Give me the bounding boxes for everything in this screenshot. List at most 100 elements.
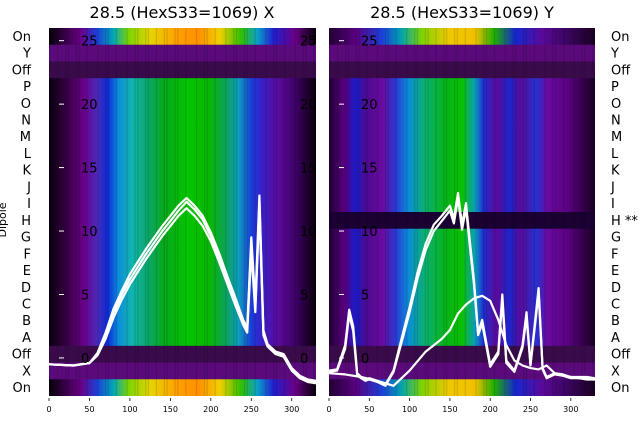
overlay-series-line [49,194,316,382]
heatmap-streak [214,28,216,396]
heatmap-row-off [49,61,316,79]
heatmap-streak [75,28,77,396]
row-label-b: B [22,314,31,329]
heatmap-streak [185,28,187,396]
overlay-tick-label: 20 [361,98,378,113]
row-label-b: B [611,314,620,329]
heatmap-streak [225,28,227,396]
heatmap-streak [376,28,379,396]
row-label-on: On [13,30,31,45]
row-label-e: E [23,264,31,279]
heatmap-streak [347,28,349,396]
heatmap-row-j [329,178,595,196]
overlay-tick-label-right: 0 [300,352,308,367]
row-label-p: P [23,80,31,95]
heatmap-streak [581,28,583,396]
heatmap-row-o [49,94,316,113]
heatmap-streak [414,28,416,396]
heatmap-row-g [329,228,595,247]
heatmap-streak [115,28,117,396]
x-tick-label: 50 [364,405,374,414]
x-tick-label: 300 [563,405,578,414]
heatmap-row-m [49,128,316,146]
row-label-m: M [20,130,31,145]
left-overlay-ticks: 0 5 10 15 20 25 0 5 10 15 20 25 [59,35,317,367]
overlay-tick-label-right: 15 [300,162,317,177]
right-overlay [329,191,595,387]
row-label-x: X [611,364,620,379]
heatmap-row-f [329,245,595,263]
overlay-tick-label: 0 [361,352,369,367]
heatmap-streak [145,28,147,396]
heatmap-row-b [49,312,316,330]
heatmap-streak [387,28,389,396]
heatmap-row-y [329,44,595,63]
heatmap-streak [147,28,149,396]
heatmap-streak [485,28,488,396]
heatmap-streak [134,28,136,396]
heatmap-streak [243,28,246,396]
overlay-tick-label-right: 10 [300,225,317,240]
heatmap-row-x [49,362,316,380]
overlay-tick-label: 10 [81,225,98,240]
row-label-d: D [21,281,31,296]
heatmap-streak [126,28,128,396]
row-label-d: D [611,281,621,296]
heatmap-streak [137,28,139,396]
x-tick-label: 50 [84,405,94,414]
row-label-off: Off [12,63,32,78]
left-panel-title: 28.5 (HexS33=1069) X [90,3,275,22]
left-heatmap [49,28,316,396]
heatmap-streak [416,28,418,396]
x-tick-label: 300 [284,405,299,414]
heatmap-streak [512,28,514,396]
heatmap-streak [573,28,575,396]
right-overlay-ticks: 0 5 10 15 20 25 [339,35,378,367]
heatmap-row-p [49,78,316,96]
heatmap-row-a [49,329,316,347]
heatmap-row-n [49,111,316,129]
heatmap-streak [355,28,357,396]
heatmap-streak [166,28,168,396]
heatmap-streak [78,28,80,396]
heatmap-streak [544,28,546,396]
heatmap-streak [523,28,525,396]
x-tick-label: 150 [442,405,457,414]
heatmap-row-m [329,128,595,146]
row-label-h: H [21,214,31,229]
row-label-f: F [24,247,31,262]
heatmap-streak [275,28,278,396]
heatmap-row-j [49,178,316,196]
row-label-o: O [21,97,31,112]
heatmap-streak [305,28,307,396]
heatmap-row-k [329,161,595,180]
heatmap-streak [86,28,88,396]
row-label-c: C [22,298,31,313]
heatmap-row-g [49,228,316,247]
row-label-on: On [611,30,629,45]
heatmap-row-l [329,145,595,163]
heatmap-streak [273,28,275,396]
heatmap-streak [427,28,429,396]
heatmap-row-on [329,28,595,46]
overlay-tick-label-right: 5 [300,288,308,303]
row-label-off: Off [12,348,32,363]
heatmap-streak [329,28,331,396]
overlay-tick-label: 25 [81,35,98,50]
heatmap-streak [384,28,387,396]
heatmap-row-h [49,212,316,230]
heatmap-streak [67,28,69,396]
overlay-tick-label: 5 [361,288,369,303]
row-label-off: Off [611,348,631,363]
right-heatmap [329,28,595,396]
row-label-p: P [611,80,619,95]
heatmap-streak [107,28,109,396]
heatmap-row-l [49,145,316,163]
heatmap-row-on [49,28,316,46]
heatmap-streak [206,28,208,396]
heatmap-streak [294,28,296,396]
heatmap-streak [555,28,557,396]
overlay-tick-label: 25 [361,35,378,50]
right-x-ticks: 0 50 100 150 200 250 300 [326,398,578,414]
